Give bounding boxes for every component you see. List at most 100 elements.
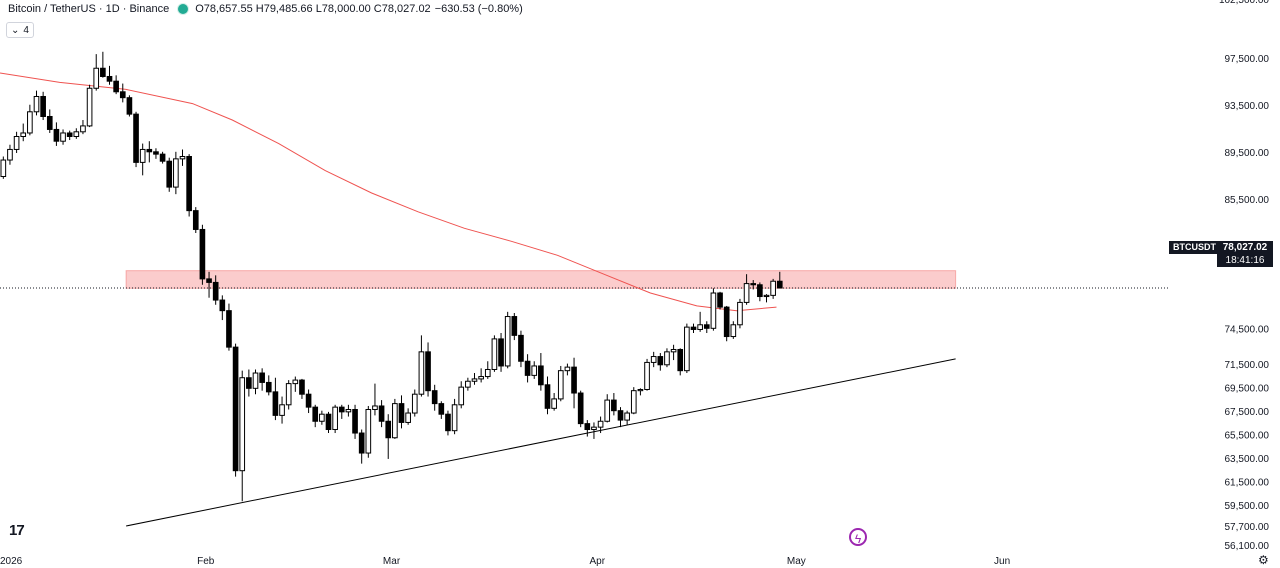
candle[interactable] xyxy=(33,90,40,116)
candle[interactable] xyxy=(106,65,113,85)
candle[interactable] xyxy=(358,429,365,464)
candle[interactable] xyxy=(524,354,531,383)
flash-icon[interactable]: ϟ xyxy=(849,528,867,546)
candle[interactable] xyxy=(405,408,411,425)
candle[interactable] xyxy=(166,157,173,192)
candle[interactable] xyxy=(352,404,358,439)
resistance-zone[interactable] xyxy=(125,270,957,289)
candle[interactable] xyxy=(690,323,697,334)
candle[interactable] xyxy=(411,389,418,417)
candle[interactable] xyxy=(305,389,312,414)
candle[interactable] xyxy=(232,343,239,477)
candle[interactable] xyxy=(571,357,577,409)
candle[interactable] xyxy=(484,361,491,379)
candle[interactable] xyxy=(86,84,93,128)
candle[interactable] xyxy=(199,224,206,285)
candle[interactable] xyxy=(498,333,504,372)
candle[interactable] xyxy=(325,411,332,434)
candle[interactable] xyxy=(192,207,199,233)
candle[interactable] xyxy=(365,405,372,458)
candle[interactable] xyxy=(338,404,345,419)
candle[interactable] xyxy=(677,348,684,376)
candle[interactable] xyxy=(737,298,743,329)
candle[interactable] xyxy=(591,422,597,439)
moving-average-line[interactable] xyxy=(0,72,777,312)
candle[interactable] xyxy=(451,398,458,435)
candle[interactable] xyxy=(531,361,538,379)
candle[interactable] xyxy=(279,396,285,424)
candle[interactable] xyxy=(13,131,20,153)
candle[interactable] xyxy=(538,353,544,391)
candle[interactable] xyxy=(372,383,378,416)
candle[interactable] xyxy=(425,342,431,397)
candle[interactable] xyxy=(219,295,226,321)
candle[interactable] xyxy=(113,75,119,95)
candle[interactable] xyxy=(757,282,763,302)
candle[interactable] xyxy=(564,363,571,376)
candle[interactable] xyxy=(624,410,630,425)
candle[interactable] xyxy=(226,303,232,351)
candle[interactable] xyxy=(159,151,166,164)
candle[interactable] xyxy=(438,401,445,419)
tradingview-logo-icon[interactable]: 17 xyxy=(9,522,25,539)
indicators-toggle-button[interactable]: ⌄ 4 xyxy=(6,22,34,38)
candle[interactable] xyxy=(0,156,7,179)
candle[interactable] xyxy=(40,91,46,121)
candle[interactable] xyxy=(664,348,670,368)
candle[interactable] xyxy=(285,380,292,410)
candle[interactable] xyxy=(458,381,465,409)
candle[interactable] xyxy=(557,365,564,402)
candle[interactable] xyxy=(27,104,33,136)
candle[interactable] xyxy=(66,130,73,141)
candle[interactable] xyxy=(60,129,66,145)
candle[interactable] xyxy=(292,376,299,392)
candle[interactable] xyxy=(544,376,551,415)
candle[interactable] xyxy=(670,344,677,361)
candle[interactable] xyxy=(657,353,664,371)
candle[interactable] xyxy=(611,393,617,416)
candle[interactable] xyxy=(743,274,750,305)
candle[interactable] xyxy=(133,111,139,168)
candle[interactable] xyxy=(80,120,86,135)
candle[interactable] xyxy=(239,370,246,502)
candle[interactable] xyxy=(312,404,319,428)
candle[interactable] xyxy=(53,122,60,146)
candle[interactable] xyxy=(551,393,557,411)
candle[interactable] xyxy=(597,416,604,434)
candle[interactable] xyxy=(272,377,279,421)
candle[interactable] xyxy=(345,404,352,417)
candle[interactable] xyxy=(319,410,325,425)
candle[interactable] xyxy=(577,390,584,428)
candle[interactable] xyxy=(265,375,272,396)
candle[interactable] xyxy=(465,377,471,391)
candle[interactable] xyxy=(385,414,392,459)
candle[interactable] xyxy=(206,271,212,298)
candle[interactable] xyxy=(398,395,405,429)
candle[interactable] xyxy=(703,321,710,334)
candle[interactable] xyxy=(763,294,770,303)
candle[interactable] xyxy=(7,144,13,165)
candle[interactable] xyxy=(153,148,159,159)
candle[interactable] xyxy=(750,280,757,290)
candle[interactable] xyxy=(299,378,305,399)
candle[interactable] xyxy=(650,351,657,368)
symbol-title[interactable]: Bitcoin / TetherUS · 1D · Binance xyxy=(8,3,170,15)
candle[interactable] xyxy=(418,335,425,397)
candle[interactable] xyxy=(46,109,53,133)
candle[interactable] xyxy=(471,373,478,385)
candle[interactable] xyxy=(252,369,259,395)
candle[interactable] xyxy=(684,323,690,374)
candle[interactable] xyxy=(119,83,126,103)
candle[interactable] xyxy=(173,151,179,195)
candle[interactable] xyxy=(644,358,650,391)
candle[interactable] xyxy=(604,394,611,423)
candle[interactable] xyxy=(617,407,624,428)
candle[interactable] xyxy=(259,368,265,391)
time-axis[interactable]: 2026 Feb Mar Apr May Jun xyxy=(0,556,1010,567)
candle[interactable] xyxy=(518,330,524,368)
price-axis[interactable]: 102,500.00 97,500.00 93,500.00 89,500.00 85,… xyxy=(1219,0,1269,552)
candle[interactable] xyxy=(723,305,730,342)
candle[interactable] xyxy=(776,271,783,289)
ascending-trendline[interactable] xyxy=(125,358,956,527)
candle[interactable] xyxy=(445,410,451,436)
